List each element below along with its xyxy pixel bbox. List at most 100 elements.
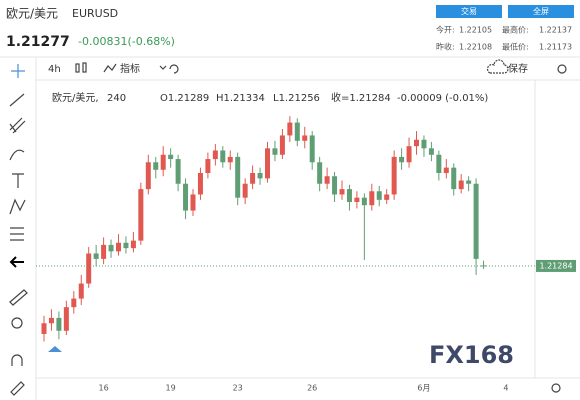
candle-body — [138, 189, 144, 241]
candle-body — [227, 156, 233, 163]
legend-close: 收=1.21284 — [331, 91, 391, 104]
undo-icon[interactable] — [159, 64, 179, 74]
candle-body — [265, 148, 270, 179]
back-tool[interactable] — [9, 256, 24, 268]
candle-body — [443, 167, 449, 174]
indicator-icon[interactable] — [103, 63, 117, 73]
candle-body — [56, 317, 62, 331]
x-tick-label: 6月 — [417, 384, 430, 393]
stat-value: 1.22137 — [539, 26, 572, 35]
candle-body — [48, 317, 54, 324]
trade-button[interactable] — [436, 5, 502, 18]
candle-body — [391, 156, 397, 195]
candle-body — [160, 154, 166, 170]
trade-label: 交易 — [461, 6, 477, 16]
candle-body — [145, 162, 151, 190]
candle-body — [212, 150, 218, 160]
candle-body — [361, 197, 367, 206]
candle-body — [421, 139, 427, 149]
legend-high: H1.21334 — [216, 93, 265, 104]
x-tick-label: 16 — [99, 384, 109, 393]
stat-value: 1.22108 — [459, 43, 492, 52]
line-tool[interactable] — [9, 93, 25, 107]
candle-body — [242, 183, 248, 198]
candle-body — [287, 122, 293, 136]
brush-tool[interactable] — [9, 149, 25, 161]
last-price-label: 1.21284 — [539, 261, 572, 270]
legend-low: L1.21256 — [273, 93, 320, 104]
pair-name: 欧元/美元 — [6, 7, 58, 21]
stat-value: 1.21173 — [539, 43, 572, 52]
price: 1.21277 — [6, 34, 70, 50]
candle-body — [406, 146, 412, 163]
pattern-tool[interactable] — [9, 198, 26, 215]
candle-body — [451, 167, 457, 190]
watermark: FX168 — [429, 341, 514, 369]
candle-body — [279, 135, 285, 155]
candle-body — [116, 242, 121, 252]
settings-icon[interactable] — [557, 64, 567, 74]
legend-change: -0.00009 (-0.01%) — [397, 93, 488, 104]
candle-body — [414, 139, 419, 147]
candle-body — [399, 156, 405, 163]
candle-body — [93, 253, 99, 259]
candle-body — [190, 194, 196, 211]
ruler-tool[interactable] — [9, 289, 28, 306]
text-tool[interactable] — [12, 173, 24, 188]
candle-body — [339, 189, 345, 195]
stat-value: 1.22105 — [459, 26, 492, 35]
candle-body — [324, 176, 330, 184]
candle-body — [376, 191, 382, 200]
interval[interactable]: 4h — [48, 64, 61, 75]
candle-body — [78, 283, 84, 299]
magnet-tool[interactable] — [11, 354, 23, 366]
cloud-icon[interactable] — [486, 59, 509, 74]
x-tick-label: 26 — [307, 384, 317, 393]
fullscreen-button[interactable] — [508, 5, 574, 18]
fib-tool[interactable] — [9, 117, 26, 134]
zoom-tool[interactable] — [11, 317, 23, 329]
candle-body — [332, 176, 338, 195]
lock-tool[interactable] — [10, 381, 25, 396]
candle-body — [63, 307, 69, 331]
fullscreen-label: 全屏 — [533, 6, 549, 16]
candle-body — [130, 240, 136, 249]
legend-interval: 240 — [107, 93, 126, 104]
candle-body — [71, 298, 77, 308]
left-tools — [9, 64, 28, 396]
measure-tool[interactable] — [10, 227, 24, 241]
stat-label: 今开: — [436, 25, 455, 35]
candle-icon[interactable] — [75, 62, 87, 73]
candle-body — [235, 156, 241, 198]
change: -0.00831(-0.68%) — [78, 35, 175, 48]
candle-body — [168, 154, 174, 160]
indicators[interactable]: 指标 — [120, 62, 140, 75]
candle-body — [309, 135, 315, 163]
stat-label: 最高价: — [502, 25, 529, 35]
candle-body — [175, 159, 181, 184]
candle-body — [458, 180, 464, 190]
candle-body — [41, 323, 47, 334]
candle-body — [257, 173, 263, 179]
axis-settings[interactable] — [551, 383, 561, 393]
stat-label: 昨收: — [436, 42, 455, 52]
candle-body — [384, 194, 390, 200]
x-tick-label: 23 — [233, 384, 243, 393]
crosshair-tool[interactable] — [11, 64, 25, 78]
candle-body — [153, 162, 159, 170]
candle-body — [220, 150, 226, 163]
symbol: EURUSD — [72, 7, 118, 20]
logo-icon — [48, 346, 62, 352]
candle-body — [86, 253, 92, 284]
last-price-box — [536, 259, 576, 272]
candle-body — [346, 189, 352, 202]
candle-body — [108, 244, 114, 252]
candle-body — [183, 183, 189, 211]
x-tick-label: 4 — [503, 384, 508, 393]
save[interactable]: 保存 — [508, 62, 528, 75]
candle-body — [473, 183, 479, 259]
candle-body — [101, 244, 107, 259]
candle-body — [272, 148, 278, 155]
